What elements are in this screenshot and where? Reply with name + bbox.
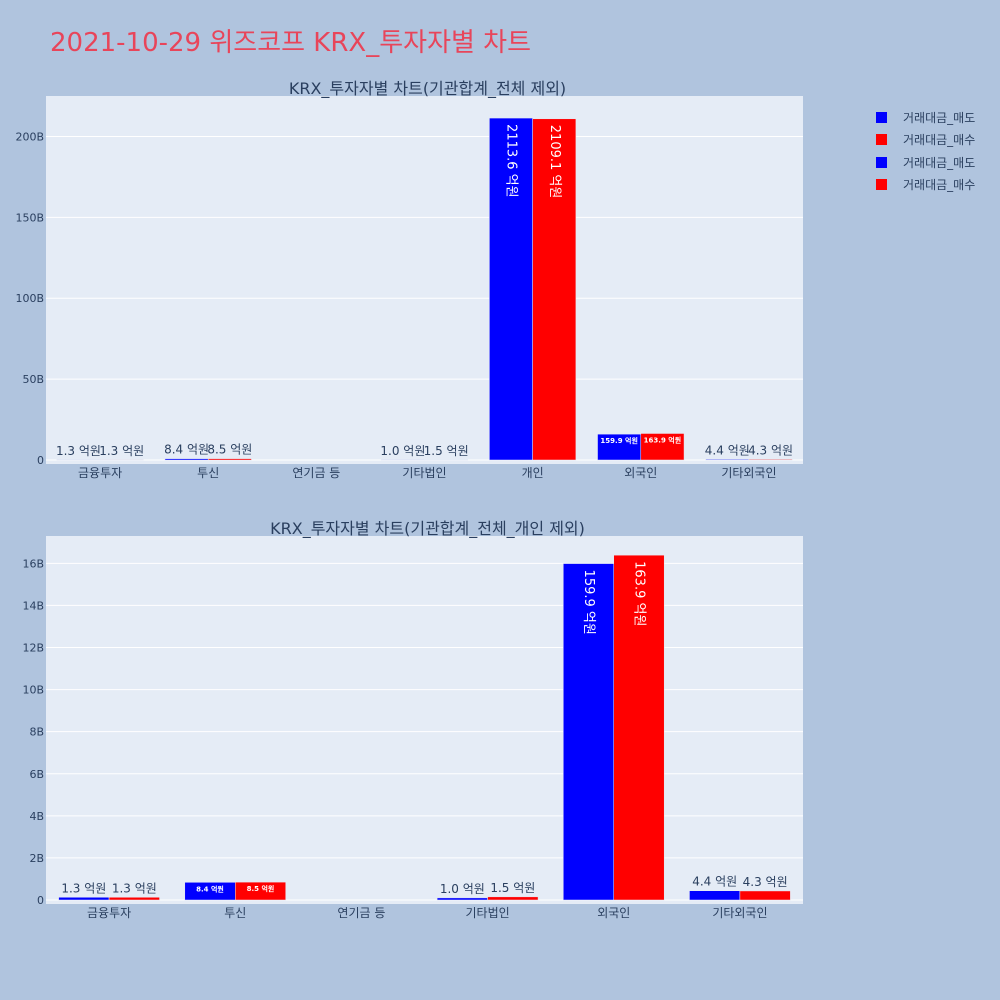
bar [640, 433, 685, 461]
data-label: 163.9 억원 [631, 561, 646, 626]
legend-item[interactable]: 거래대금_매수 [876, 129, 975, 152]
x-tick-label: 금융투자 [78, 466, 122, 480]
data-label: 1.0 억원 [380, 444, 425, 458]
chart-1: 0 50B 100B 150B 200B KRX_투자자별 차트(기관합계_전체 제외) 금… [15, 79, 803, 480]
data-label: 8.4 억원 [196, 884, 224, 893]
x-tick-label: 외국인 [624, 466, 657, 480]
data-label: 8.4 억원 [164, 443, 209, 457]
y-tick-label: 0 [37, 454, 44, 467]
data-label: 1.5 억원 [424, 444, 469, 458]
data-label: 159.9 억원 [600, 436, 637, 445]
x-tick-label: 기타법인 [402, 466, 446, 480]
data-label: 1.3 억원 [56, 444, 101, 458]
chart-title: KRX_투자자별 차트(기관합계_전체 제외) [289, 79, 566, 99]
data-label: 159.9 억원 [581, 570, 596, 635]
y-tick-label: 4B [29, 810, 44, 823]
chart-title: KRX_투자자별 차트(기관합계_전체_개인 제외) [270, 519, 585, 539]
legend-swatch [876, 156, 887, 168]
data-label: 1.0 억원 [440, 882, 485, 896]
y-tick-label: 2B [29, 852, 44, 865]
data-label: 1.3 억원 [61, 881, 106, 895]
y-tick-label: 10B [22, 684, 44, 697]
y-tick-label: 14B [22, 599, 44, 612]
data-label: 4.3 억원 [743, 875, 788, 889]
y-tick-label: 8B [29, 726, 44, 739]
bar [532, 118, 577, 461]
bar [705, 459, 750, 461]
bar [748, 459, 793, 461]
bar [164, 458, 209, 461]
data-label: 1.3 억원 [99, 444, 144, 458]
y-tick-label: 50B [22, 373, 44, 386]
x-tick-label: 연기금 등 [292, 466, 340, 480]
x-tick-label: 투신 [197, 466, 219, 480]
data-label: 8.5 억원 [247, 884, 275, 893]
x-tick-label: 기타법인 [465, 906, 509, 920]
x-tick-label: 외국인 [597, 906, 630, 920]
y-tick-label: 100B [15, 292, 44, 305]
bar [613, 554, 665, 901]
data-label: 1.5 억원 [490, 881, 535, 895]
bar [436, 897, 488, 901]
bar [563, 563, 614, 901]
x-tick-label: 기타외국인 [721, 466, 776, 480]
plot-area [46, 96, 803, 464]
legend-label: 거래대금_매수 [903, 178, 976, 193]
bar [689, 890, 741, 901]
y-tick-label: 12B [22, 642, 44, 655]
x-tick-label: 투신 [224, 906, 246, 920]
data-label: 2109.1 억원 [547, 125, 562, 199]
bar [108, 897, 160, 901]
plot-area [46, 536, 803, 904]
legend-item[interactable]: 거래대금_매수 [876, 174, 975, 197]
legend-label: 거래대금_매수 [903, 133, 976, 148]
legend-swatch [876, 111, 887, 123]
data-label: 1.3 억원 [112, 881, 157, 895]
x-tick-label: 기타외국인 [712, 906, 767, 920]
data-label: 4.3 억원 [748, 443, 793, 457]
data-label: 2113.6 억원 [504, 124, 519, 198]
x-tick-label: 금융투자 [87, 906, 131, 920]
main-title: 2021-10-29 위즈코프 KRX_투자자별 차트 [50, 28, 532, 58]
legend-item[interactable]: 거래대금_매도 [876, 151, 975, 174]
bar [207, 458, 252, 461]
data-label: 4.4 억원 [692, 875, 737, 889]
legend-swatch [876, 134, 887, 146]
y-tick-label: 200B [15, 130, 44, 143]
y-tick-label: 16B [22, 557, 44, 570]
y-tick-label: 0 [37, 894, 44, 907]
bar [739, 890, 791, 901]
legend-label: 거래대금_매도 [903, 155, 976, 170]
x-tick-label: 연기금 등 [337, 906, 385, 920]
bar [58, 897, 110, 901]
bar [487, 896, 539, 901]
legend-item[interactable]: 거래대금_매도 [876, 106, 975, 129]
data-label: 8.5 억원 [207, 443, 252, 457]
legend-swatch [876, 179, 887, 191]
legend[interactable]: 거래대금_매도 거래대금_매수 거래대금_매도 거래대금_매수 [876, 106, 975, 196]
bar [489, 117, 533, 461]
x-tick-label: 개인 [522, 466, 544, 480]
data-label: 4.4 억원 [705, 443, 750, 457]
legend-label: 거래대금_매도 [903, 110, 976, 125]
chart-2: 0 2B 4B 6B 8B 10B 12B 14B 16B KRX_투자자별 차트(기관합계_전체… [22, 519, 803, 920]
y-tick-label: 6B [29, 768, 44, 781]
y-tick-label: 150B [15, 211, 44, 224]
bar [235, 881, 286, 901]
data-label: 163.9 억원 [644, 435, 681, 444]
